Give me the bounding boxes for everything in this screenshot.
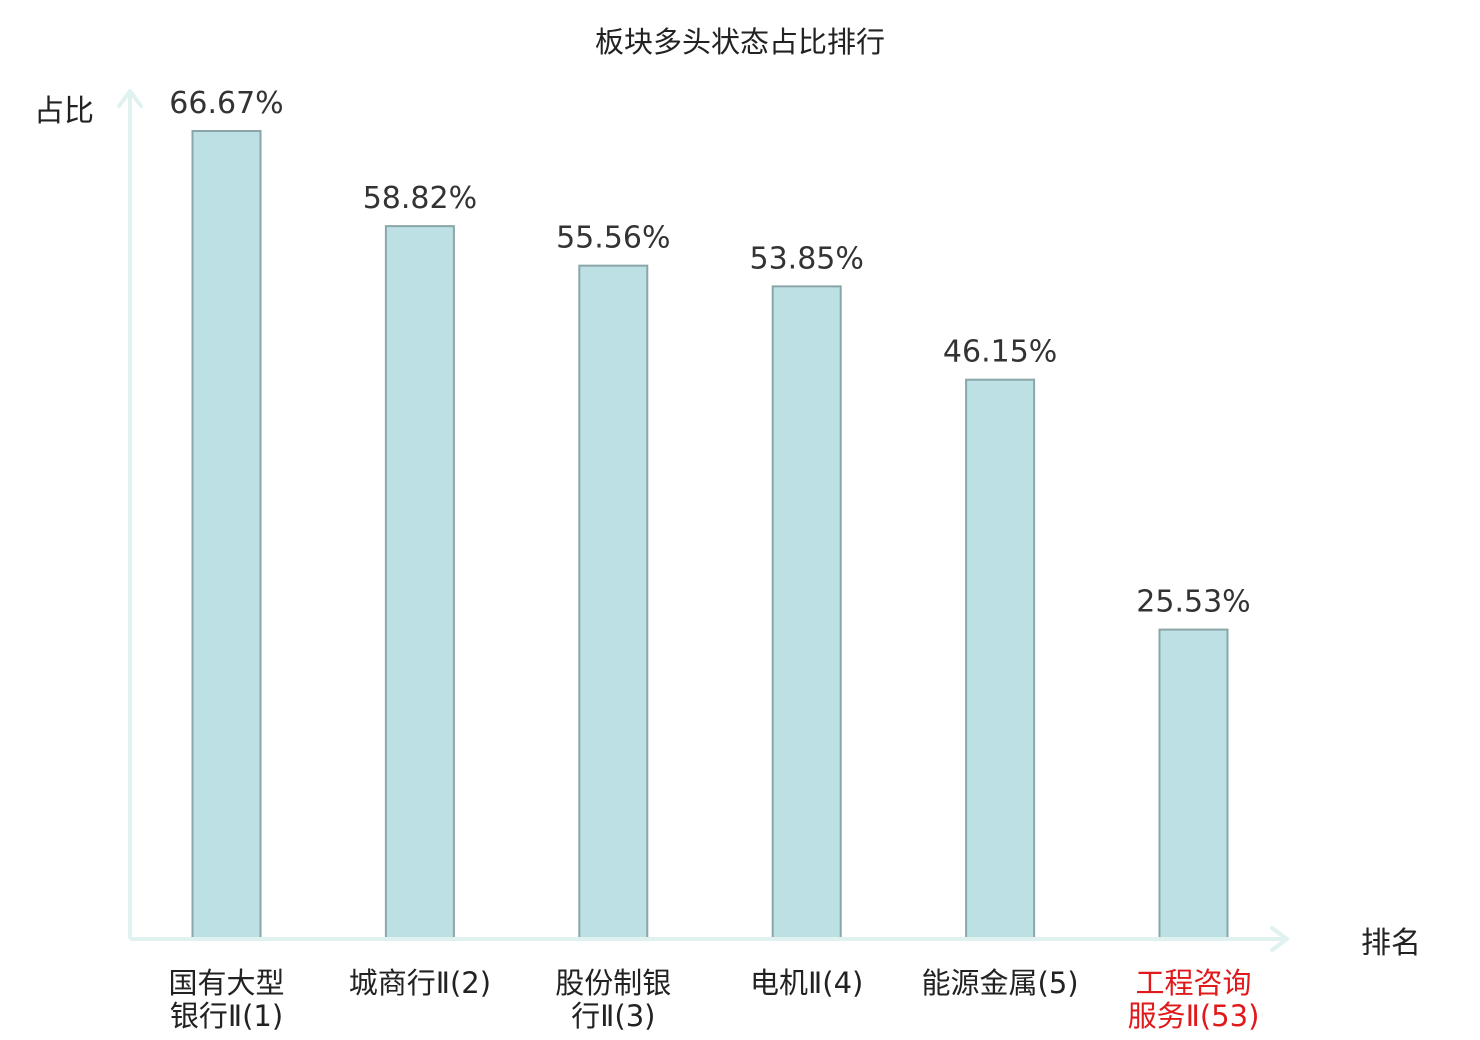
- bar: [1158, 628, 1229, 940]
- value-labels-group: 66.67% 58.82% 55.56% 53.85% 46.15% 25.53%: [169, 86, 1250, 620]
- category-label: 电机Ⅱ(4): [750, 966, 863, 1000]
- category-label: 城商行Ⅱ(2): [349, 966, 491, 1000]
- category-label: 服务Ⅱ(53): [1128, 999, 1260, 1033]
- x-axis-arrow-icon: [1270, 926, 1289, 952]
- bar: [191, 130, 262, 940]
- category-label: 银行Ⅱ(1): [170, 999, 283, 1033]
- category-label: 股份制银: [555, 966, 671, 1000]
- category-label: 能源金属(5): [922, 966, 1079, 1000]
- value-label: 53.85%: [750, 241, 864, 276]
- bar: [965, 378, 1036, 941]
- category-label: 国有大型: [168, 966, 284, 1000]
- value-label: 46.15%: [943, 335, 1057, 370]
- value-label: 25.53%: [1136, 585, 1250, 620]
- bar: [578, 264, 649, 940]
- chart-title: 板块多头状态占比排行: [595, 25, 885, 59]
- value-label: 55.56%: [556, 221, 670, 256]
- value-label: 66.67%: [169, 86, 283, 121]
- bar: [771, 285, 842, 941]
- category-label: 工程咨询: [1135, 966, 1251, 1000]
- bar: [384, 225, 455, 940]
- value-label: 58.82%: [363, 181, 477, 216]
- axes-group: [117, 89, 1289, 952]
- category-label: 行Ⅱ(3): [571, 999, 655, 1033]
- y-axis-arrow-icon: [117, 89, 143, 108]
- bars-group: [191, 130, 1229, 941]
- x-axis-label: 排名: [1361, 926, 1421, 961]
- y-axis-label: 占比: [34, 94, 94, 129]
